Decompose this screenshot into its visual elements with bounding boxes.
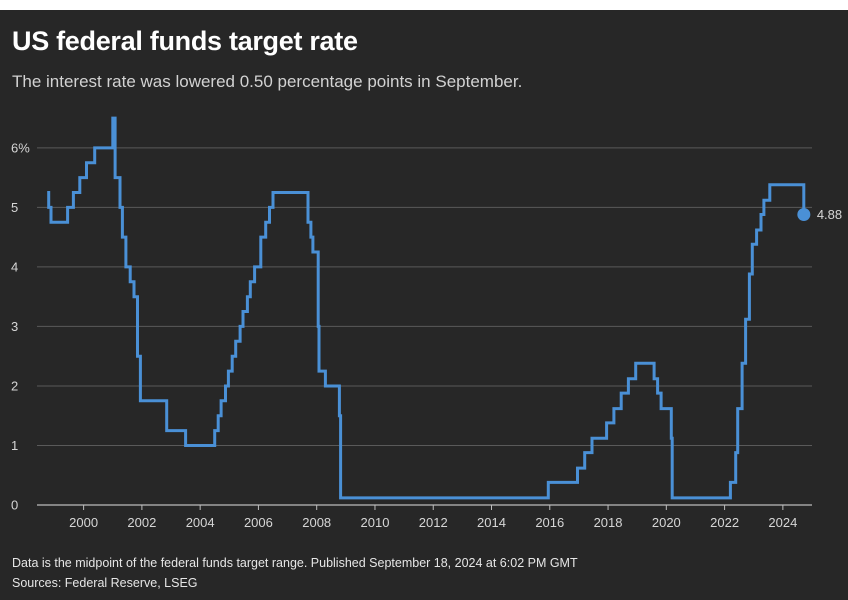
footnote: Data is the midpoint of the federal fund… xyxy=(12,556,578,570)
x-tick-label: 2022 xyxy=(710,515,739,530)
x-tick-label: 2016 xyxy=(535,515,564,530)
x-tick-label: 2010 xyxy=(361,515,390,530)
rate-series-line xyxy=(47,116,806,500)
x-tick-label: 2008 xyxy=(302,515,331,530)
y-axis-ticks: 0 1 2 3 4 5 6% xyxy=(11,140,30,512)
x-tick-label: 2002 xyxy=(127,515,156,530)
chart-card: US federal funds target rate The interes… xyxy=(0,10,848,600)
chart-subtitle: The interest rate was lowered 0.50 perce… xyxy=(12,72,523,91)
y-tick-label: 0 xyxy=(11,498,18,513)
x-tick-label: 2012 xyxy=(419,515,448,530)
y-tick-label: 1 xyxy=(11,438,18,453)
latest-value-label: 4.88 xyxy=(817,207,842,222)
x-tick-label: 2018 xyxy=(594,515,623,530)
sources-note: Sources: Federal Reserve, LSEG xyxy=(12,576,198,590)
x-tick-label: 2020 xyxy=(652,515,681,530)
y-tick-label: 6% xyxy=(11,140,30,155)
y-tick-label: 5 xyxy=(11,200,18,215)
x-axis-ticks: 2000 2002 2004 2006 2008 2010 2012 2014 2016 2018… xyxy=(69,505,797,530)
x-tick-label: 2006 xyxy=(244,515,273,530)
chart-title: US federal funds target rate xyxy=(12,26,358,56)
x-tick-label: 2024 xyxy=(768,515,797,530)
y-tick-label: 3 xyxy=(11,319,18,334)
gridlines xyxy=(37,147,812,506)
x-tick-label: 2000 xyxy=(69,515,98,530)
line-chart: 0 1 2 3 4 5 6% 2000 2002 2004 2006 2008 2010 2012 201… xyxy=(11,116,842,530)
x-tick-label: 2014 xyxy=(477,515,506,530)
y-tick-label: 4 xyxy=(11,259,18,274)
latest-value-point xyxy=(797,208,811,222)
y-tick-label: 2 xyxy=(11,378,18,393)
x-tick-label: 2004 xyxy=(186,515,215,530)
